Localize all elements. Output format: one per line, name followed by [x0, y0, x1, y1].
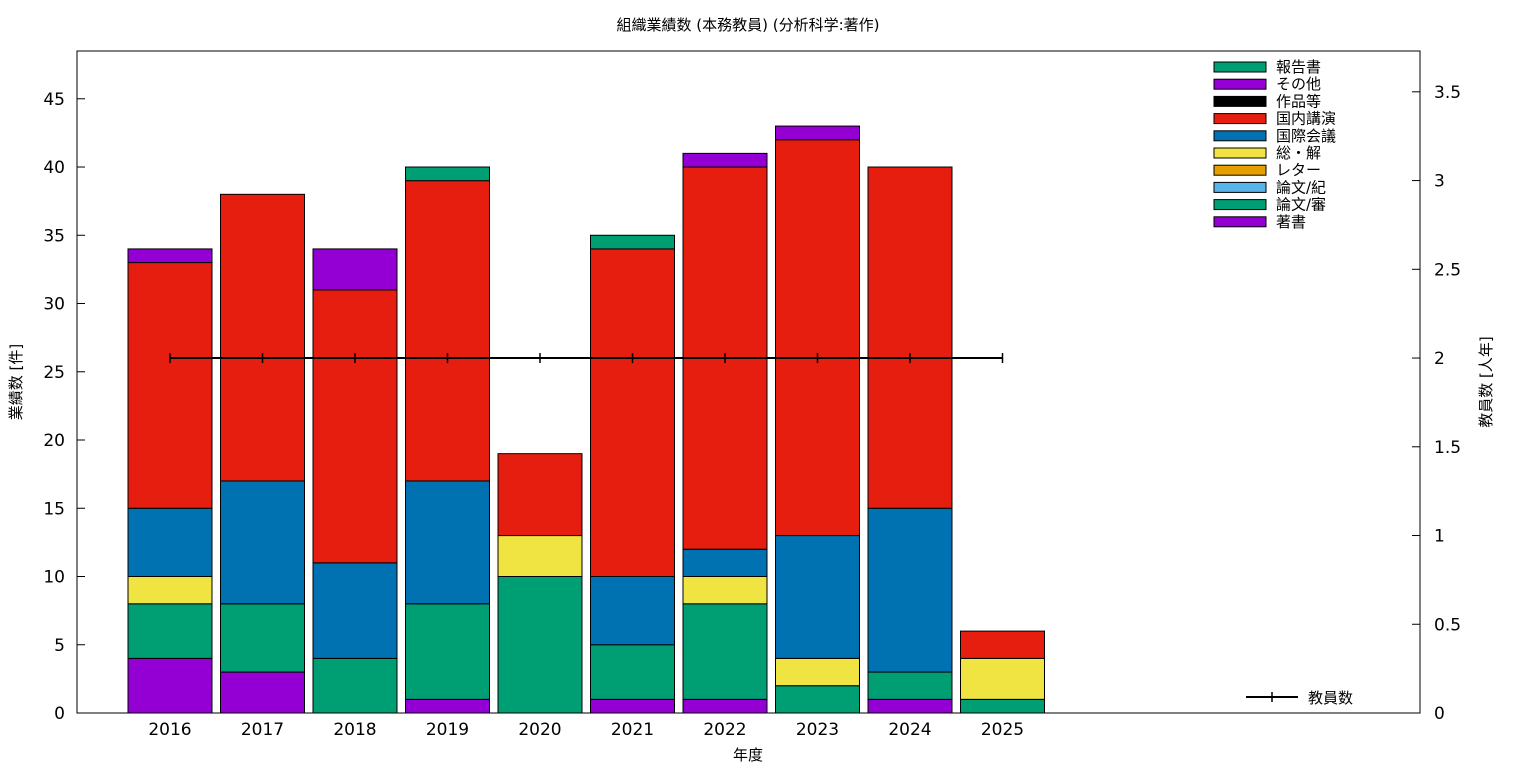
- y2-tick-label: 1.5: [1434, 438, 1461, 458]
- bar-segment: [405, 166, 490, 182]
- x-tick-label: 2024: [888, 720, 931, 740]
- bar-segment: [775, 125, 860, 141]
- x-tick-label: 2019: [426, 720, 469, 740]
- bar-segment: [867, 671, 953, 700]
- bar-segment: [220, 603, 305, 673]
- y-tick-label: 5: [54, 636, 65, 656]
- y-tick-label: 0: [54, 704, 65, 724]
- bar-segment: [590, 234, 675, 250]
- bar-segment: [220, 193, 305, 482]
- bar-segment: [960, 630, 1045, 659]
- legend-swatch: [1213, 164, 1267, 176]
- x-tick-label: 2020: [518, 720, 561, 740]
- bar-segment: [497, 576, 583, 714]
- legend-swatch: [1213, 181, 1267, 193]
- bar-segment: [590, 644, 675, 700]
- bar-segment: [127, 603, 213, 659]
- bar-segment: [867, 698, 953, 714]
- bar-segment: [405, 180, 490, 482]
- bar-segment: [960, 657, 1045, 700]
- x-tick-label: 2016: [148, 720, 191, 740]
- legend-label: 総・解: [1276, 144, 1321, 162]
- y2-tick-label: 2: [1434, 349, 1445, 369]
- legend-label: レター: [1276, 161, 1321, 179]
- bar-segment: [127, 657, 213, 714]
- y-tick-label: 10: [43, 568, 65, 588]
- bar-segment: [682, 698, 768, 714]
- bar-segment: [497, 453, 583, 537]
- y-tick-label: 25: [43, 363, 65, 383]
- x-tick-label: 2021: [611, 720, 654, 740]
- bar-segment: [590, 576, 675, 646]
- y2-tick-label: 0.5: [1434, 615, 1461, 635]
- legend-label: 報告書: [1276, 58, 1321, 76]
- bar-segment: [312, 562, 398, 659]
- chart-title: 組織業績数 (本務教員) (分析科学:著作): [617, 16, 880, 34]
- bar-segment: [867, 507, 953, 673]
- y-tick-label: 20: [43, 431, 65, 451]
- y2-tick-label: 3.5: [1434, 83, 1461, 103]
- bar-segment: [127, 248, 213, 264]
- bar-segment: [312, 289, 398, 564]
- legend-swatch: [1213, 147, 1267, 159]
- bar-segment: [682, 548, 768, 578]
- legend-swatch: [1213, 78, 1267, 90]
- bar-segment: [682, 576, 768, 605]
- bar-segment: [312, 657, 398, 714]
- legend-line-label: 教員数: [1308, 689, 1353, 707]
- bar-segment: [312, 248, 398, 291]
- bar-segment: [775, 535, 860, 659]
- y-tick-label: 40: [43, 158, 65, 178]
- legend-label: その他: [1276, 75, 1321, 93]
- legend-swatch: [1213, 61, 1267, 73]
- y-tick-label: 15: [43, 499, 65, 519]
- bar-segment: [775, 657, 860, 687]
- bar-segment: [497, 535, 583, 578]
- bar-segment: [590, 698, 675, 714]
- bar-segment: [220, 671, 305, 714]
- y-tick-label: 35: [43, 226, 65, 246]
- legend-label: 国内講演: [1276, 110, 1336, 128]
- y2-tick-label: 3: [1434, 172, 1445, 192]
- legend-label: 著書: [1276, 213, 1306, 231]
- bar-segment: [775, 139, 860, 537]
- bar-segment: [127, 262, 213, 509]
- y2-tick-label: 0: [1434, 704, 1445, 724]
- legend-label: 作品等: [1276, 92, 1321, 110]
- legend-label: 国際会議: [1276, 127, 1336, 145]
- bar-segment: [960, 698, 1045, 714]
- y2-tick-label: 2.5: [1434, 260, 1461, 280]
- y2-tick-label: 1: [1434, 527, 1445, 547]
- x-tick-label: 2025: [981, 720, 1024, 740]
- legend-swatch: [1213, 130, 1267, 142]
- legend-swatch: [1213, 113, 1267, 125]
- bar-segment: [405, 698, 490, 714]
- x-tick-label: 2018: [333, 720, 376, 740]
- bar-segment: [775, 685, 860, 714]
- legend-swatch: [1213, 216, 1267, 228]
- legend-label: 論文/紀: [1276, 178, 1326, 196]
- bar-segment: [682, 603, 768, 700]
- bar-segment: [682, 152, 768, 168]
- legend-swatch: [1213, 199, 1267, 211]
- y2-axis-label: 教員数 [人年]: [1477, 336, 1495, 427]
- y-tick-label: 45: [43, 90, 65, 110]
- x-tick-label: 2022: [703, 720, 746, 740]
- bar-segment: [127, 507, 213, 578]
- legend-label: 論文/審: [1276, 196, 1326, 214]
- x-axis-label: 年度: [733, 746, 763, 764]
- bar-segment: [220, 480, 305, 605]
- bar-segment: [405, 603, 490, 700]
- bar-segment: [127, 576, 213, 605]
- y-axis-label: 業績数 [件]: [7, 344, 25, 420]
- bar-segment: [405, 480, 490, 605]
- bar-segment: [590, 248, 675, 578]
- x-tick-label: 2023: [796, 720, 839, 740]
- y-tick-label: 30: [43, 295, 65, 315]
- x-tick-label: 2017: [241, 720, 284, 740]
- bar-segment: [867, 166, 953, 509]
- legend-swatch: [1213, 95, 1267, 107]
